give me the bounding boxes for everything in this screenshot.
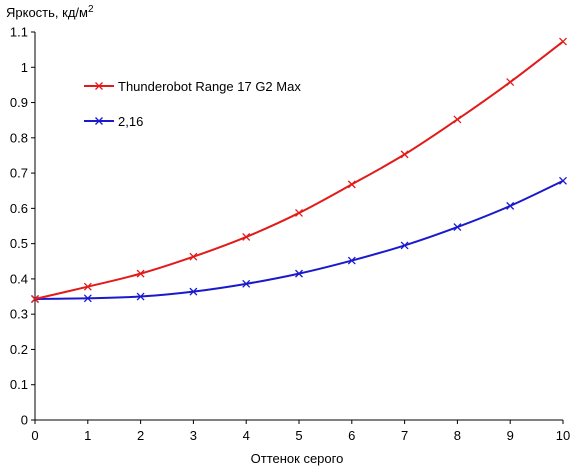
x-tick-label: 7	[401, 428, 408, 443]
data-point-marker	[83, 294, 92, 303]
x-tick-label: 0	[31, 428, 38, 443]
data-point-marker	[347, 180, 356, 189]
data-point-marker	[347, 256, 356, 265]
y-tick-label: 0.5	[10, 236, 28, 251]
data-point-marker	[136, 269, 145, 278]
x-tick-label: 9	[507, 428, 514, 443]
x-axis-ticks: 0 1 2 3 4 5 6 7 8 9 10	[31, 420, 570, 443]
legend-marker	[95, 82, 103, 90]
data-point-marker	[559, 37, 567, 46]
y-tick-label: 1.1	[10, 25, 28, 40]
y-tick-label: 1	[21, 60, 28, 75]
data-point-marker	[242, 279, 251, 288]
data-point-marker	[189, 287, 198, 296]
x-tick-label: 2	[137, 428, 144, 443]
data-point-marker	[83, 282, 92, 291]
x-tick-label: 6	[348, 428, 355, 443]
y-tick-label: 0.9	[10, 95, 28, 110]
y-tick-label: 0.4	[10, 271, 28, 286]
data-point-marker	[453, 223, 462, 232]
x-tick-label: 3	[190, 428, 197, 443]
series-layer	[31, 37, 567, 303]
data-point-marker	[506, 201, 515, 210]
x-tick-label: 10	[556, 428, 570, 443]
x-tick-label: 4	[243, 428, 250, 443]
data-point-marker	[189, 252, 198, 261]
data-point-marker	[559, 176, 567, 185]
data-point-marker	[506, 78, 515, 87]
data-point-marker	[295, 208, 303, 217]
data-point-marker	[242, 232, 251, 241]
legend: Thunderobot Range 17 G2 Max 2,16	[84, 79, 301, 129]
y-tick-label: 0.7	[10, 166, 28, 181]
data-point-marker	[400, 241, 409, 250]
data-point-marker	[136, 292, 145, 301]
data-point-marker	[400, 150, 409, 159]
legend-label: 2,16	[118, 114, 143, 129]
data-point-marker	[453, 115, 462, 124]
x-axis-title: Оттенок серого	[251, 451, 344, 466]
data-point-marker	[31, 295, 39, 303]
legend-label: Thunderobot Range 17 G2 Max	[118, 79, 301, 94]
y-tick-label: 0.8	[10, 130, 28, 145]
y-tick-label: 0.6	[10, 201, 28, 216]
y-tick-label: 0.3	[10, 307, 28, 322]
x-tick-label: 1	[84, 428, 91, 443]
y-axis-ticks: 0 0.1 0.2 0.3 0.4 0.5 0.6 0.7 0.8 0.9 1 1.1	[10, 25, 35, 428]
data-point-marker	[295, 269, 303, 278]
y-tick-label: 0.1	[10, 377, 28, 392]
y-tick-label: 0	[21, 413, 28, 428]
legend-marker	[95, 117, 103, 125]
x-tick-label: 5	[295, 428, 302, 443]
y-tick-label: 0.2	[10, 342, 28, 357]
x-tick-label: 8	[454, 428, 461, 443]
y-axis-title: Яркость, кд/м2	[6, 4, 94, 20]
